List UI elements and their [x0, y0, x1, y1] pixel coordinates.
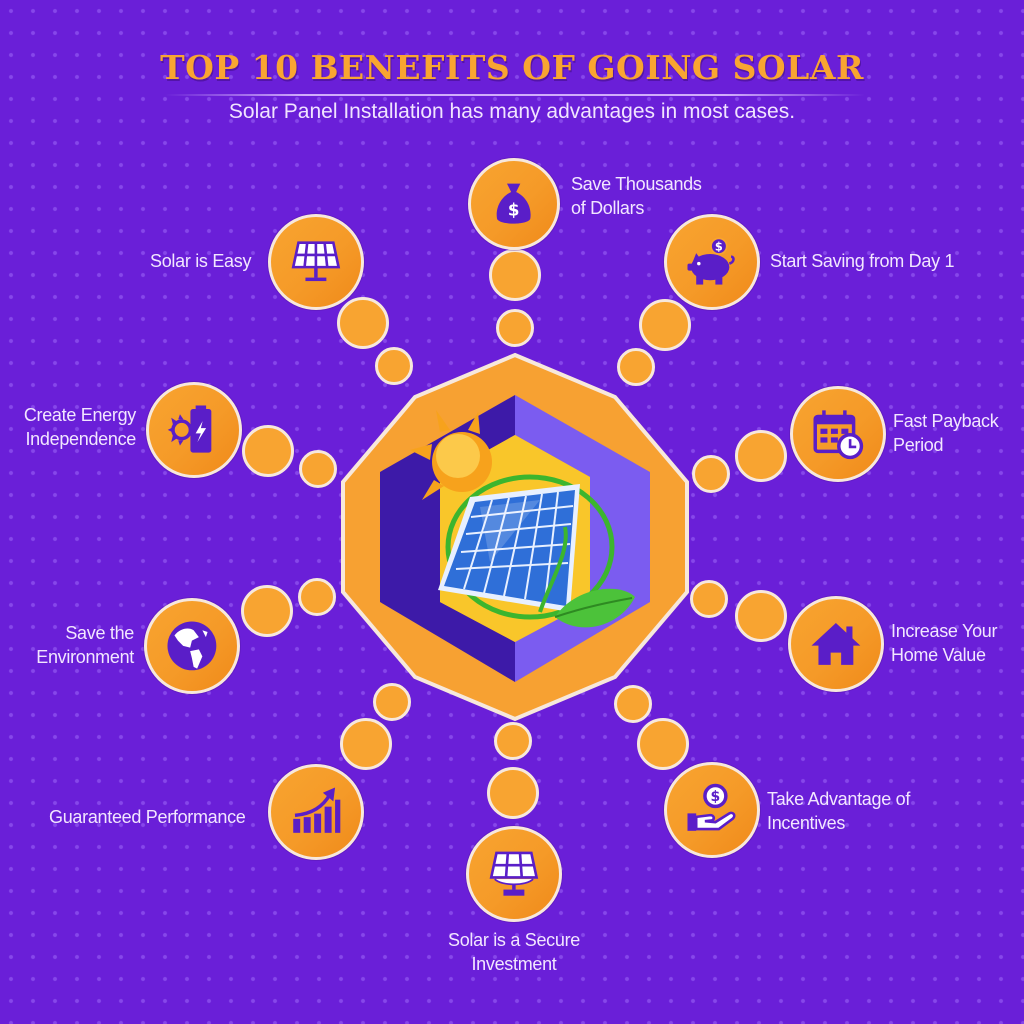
connector-dot [489, 249, 541, 301]
solar-panel-icon [489, 851, 539, 896]
benefit-8-icon-circle [144, 598, 240, 694]
hand-coin-icon: $ [687, 783, 736, 831]
benefit-5-label: Take Advantage of Incentives [767, 789, 911, 833]
connector-dot [735, 590, 787, 642]
house-icon [811, 623, 861, 665]
benefit-7-label: Guaranteed Performance [49, 807, 246, 827]
globe-icon [167, 621, 217, 671]
solar-panel-icon [291, 241, 341, 282]
connector-dot [692, 455, 730, 493]
page-subtitle: Solar Panel Installation has many advant… [228, 100, 796, 123]
connector-dot [340, 718, 392, 770]
page-title: TOP 10 BENEFITS OF GOING SOLAR [160, 48, 864, 87]
benefit-4-icon-circle [788, 596, 884, 692]
connector-dot [735, 430, 787, 482]
benefit-7-icon-circle [268, 764, 364, 860]
connector-dot [242, 425, 294, 477]
benefit-1-icon-circle: $ [468, 158, 560, 250]
money-bag-icon: $ [497, 184, 531, 224]
leaf-icon [538, 526, 635, 628]
benefit-9-label: Create Energy Independence [23, 405, 136, 449]
connector-dot [487, 767, 539, 819]
connector-dot [337, 297, 389, 349]
solar-panel-icon [438, 484, 580, 612]
connector-dot [298, 578, 336, 616]
piggy-bank-icon: $ [687, 237, 735, 285]
benefit-10-label: Solar is Easy [150, 251, 252, 271]
svg-text:$: $ [711, 789, 721, 805]
connector-dot [639, 299, 691, 351]
sun-icon [410, 410, 492, 500]
benefit-2-icon-circle: $ [664, 214, 760, 310]
benefit-9-icon-circle [146, 382, 242, 478]
svg-text:$: $ [715, 240, 723, 254]
center-solar-badge [340, 352, 690, 722]
sun-battery-icon [167, 405, 212, 453]
benefit-10-icon-circle [268, 214, 364, 310]
connector-dot [373, 683, 411, 721]
growth-chart-icon [293, 787, 341, 833]
connector-dot [299, 450, 337, 488]
benefit-3-icon-circle [790, 386, 886, 482]
benefit-2-label: Start Saving from Day 1 [770, 251, 955, 271]
connector-dot [617, 348, 655, 386]
benefit-6-icon-circle [466, 826, 562, 922]
connector-dot [614, 685, 652, 723]
benefit-3-label: Fast Payback Period [893, 411, 999, 455]
svg-text:$: $ [508, 201, 520, 220]
benefit-8-label: Save the Environment [36, 623, 134, 667]
connector-dot [690, 580, 728, 618]
benefit-6-label: Solar is a Secure Investment [448, 930, 580, 974]
connector-dot [375, 347, 413, 385]
connector-dot [494, 722, 532, 760]
benefit-4-label: Increase Your Home Value [891, 621, 998, 665]
connector-dot [637, 718, 689, 770]
connector-dot [496, 309, 534, 347]
benefit-1-label: Save Thousands of Dollars [571, 174, 702, 218]
title-divider [165, 94, 865, 96]
calendar-clock-icon [813, 410, 864, 460]
benefit-5-icon-circle: $ [664, 762, 760, 858]
connector-dot [241, 585, 293, 637]
